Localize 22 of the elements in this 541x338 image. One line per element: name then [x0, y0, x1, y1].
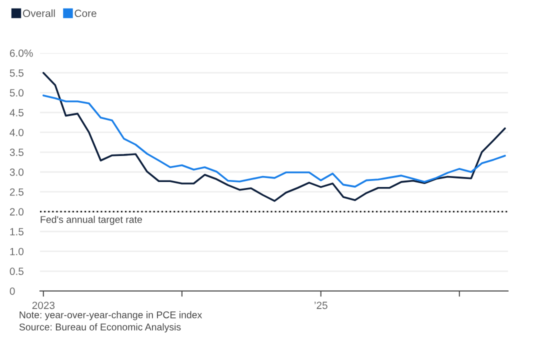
y-tick-label: 4.5 — [10, 109, 24, 116]
x-tick-label: ’25 — [314, 302, 328, 310]
y-tick-label: 4.0 — [10, 128, 24, 136]
line-series — [42, 72, 506, 202]
y-tick-label: 0 — [10, 288, 15, 295]
y-tick-label: 1.5 — [10, 228, 24, 236]
y-tick-label: 1.0 — [10, 248, 24, 256]
legend-label: Overall — [22, 9, 55, 18]
legend-label: Core — [74, 10, 96, 18]
y-tick-label: 3.5 — [10, 148, 24, 156]
y-tick-label: 2.5 — [10, 188, 24, 196]
ref-line-label: Fed's annual target rate — [40, 216, 142, 225]
y-tick-label: 6.0% — [10, 50, 33, 57]
line-series — [42, 94, 506, 188]
y-tick-label: 5.5 — [10, 69, 24, 77]
y-tick-label: 5.0 — [10, 89, 24, 97]
source-note: Source: Bureau of Economic Analysis — [19, 323, 181, 332]
y-tick-label: 3.0 — [10, 168, 24, 176]
y-tick-label: 2.0 — [10, 208, 24, 216]
text: Note: year-over-year-change in PCE index — [20, 311, 202, 320]
y-tick-label: 0.5 — [10, 268, 24, 276]
x-tick-label: 2023 — [32, 302, 55, 310]
